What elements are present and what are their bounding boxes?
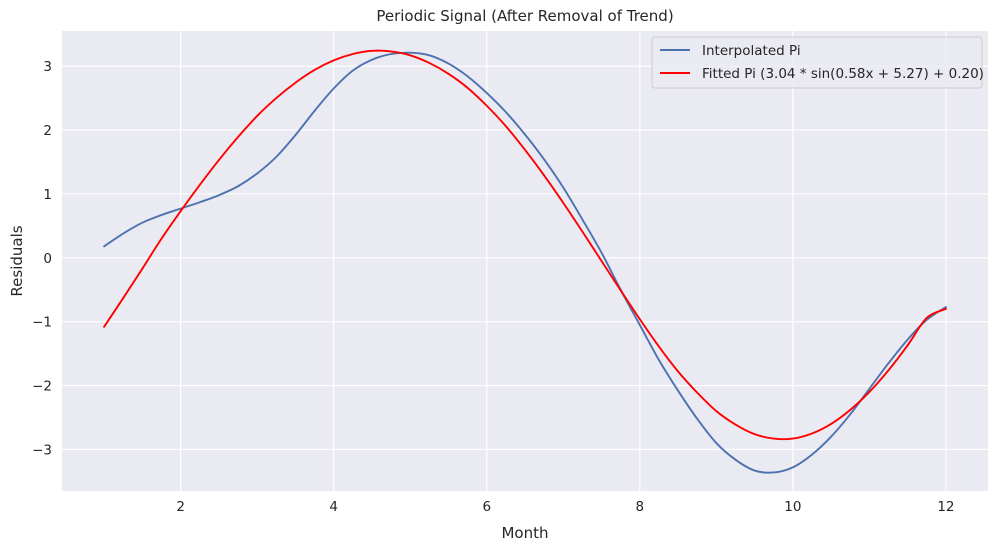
chart-title: Periodic Signal (After Removal of Trend) — [376, 7, 673, 25]
y-tick-label: 3 — [43, 59, 52, 75]
x-axis-label: Month — [501, 524, 548, 542]
y-tick-label: −3 — [32, 442, 52, 458]
x-tick-label: 12 — [937, 499, 954, 515]
x-tick-label: 6 — [482, 499, 491, 515]
y-tick-label: −2 — [32, 379, 52, 395]
legend: Interpolated Pi Fitted Pi (3.04 * sin(0.… — [651, 36, 984, 89]
x-tick-label: 8 — [635, 499, 644, 515]
y-axis-label: Residuals — [8, 225, 26, 296]
series-line-interpolated — [103, 51, 947, 474]
legend-label-fitted: Fitted Pi (3.04 * sin(0.58x + 5.27) + 0.… — [702, 66, 984, 82]
x-tick-label: 2 — [176, 499, 185, 515]
series-line-fitted — [103, 49, 947, 441]
y-tick-label: 2 — [43, 123, 52, 139]
x-tick-label: 4 — [329, 499, 338, 515]
series-lines — [103, 49, 947, 474]
y-tick-label: −1 — [32, 315, 52, 331]
y-tick-label: 1 — [43, 187, 52, 203]
y-tick-label: 0 — [43, 251, 52, 267]
x-tick-label: 10 — [784, 499, 801, 515]
legend-label-interpolated: Interpolated Pi — [702, 43, 801, 59]
plot-background — [62, 31, 988, 491]
legend-box — [651, 36, 983, 89]
